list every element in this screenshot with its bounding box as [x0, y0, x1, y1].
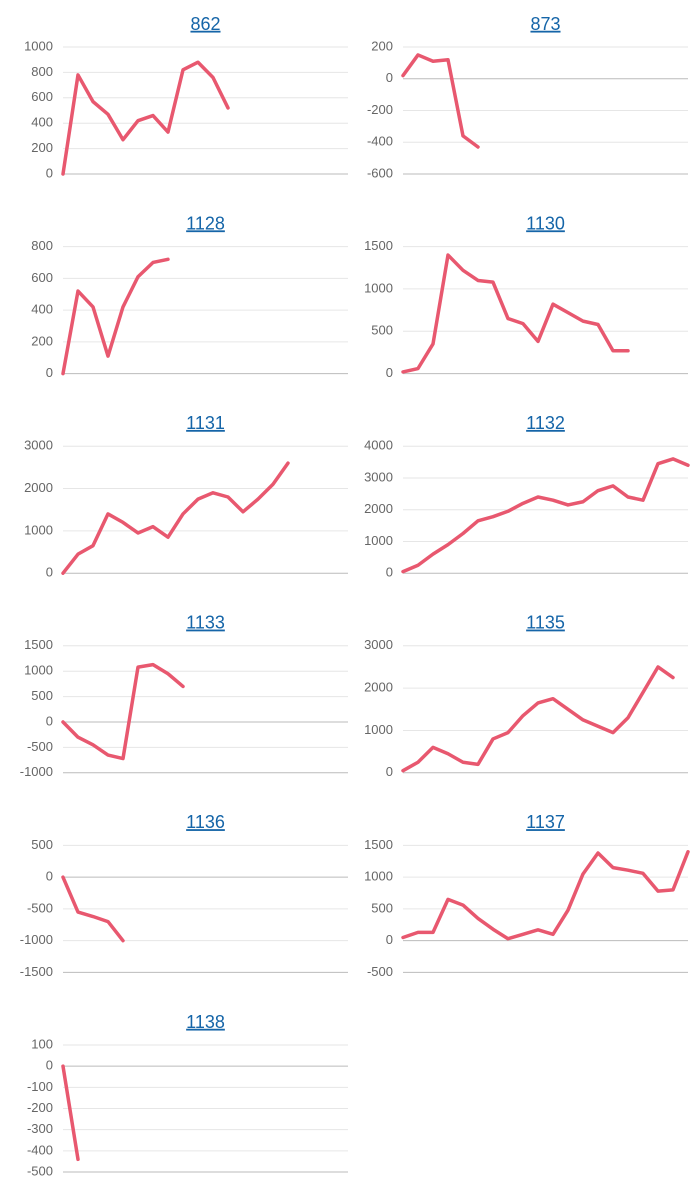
y-tick-label: 0	[46, 869, 53, 884]
y-tick-label: 1000	[24, 38, 53, 53]
y-tick-label: 0	[46, 365, 53, 380]
y-tick-label: 400	[31, 115, 53, 130]
y-tick-label: -600	[367, 165, 393, 180]
y-tick-label: -100	[27, 1079, 53, 1094]
y-tick-label: 3000	[24, 438, 53, 453]
y-tick-label: -500	[27, 1163, 53, 1178]
y-tick-label: 1000	[364, 280, 393, 295]
data-line	[61, 1064, 80, 1162]
y-tick-label: -200	[367, 102, 393, 117]
y-tick-label: 1000	[24, 522, 53, 537]
chart-title[interactable]: 1132	[526, 413, 565, 433]
chart-title[interactable]: 1130	[526, 213, 565, 233]
data-line	[61, 875, 125, 943]
y-tick-label: 0	[46, 165, 53, 180]
chart-title[interactable]: 862	[190, 14, 220, 34]
y-tick-label: 1500	[364, 837, 393, 852]
chart-title[interactable]: 1131	[186, 413, 225, 433]
y-tick-label: 0	[386, 70, 393, 85]
y-tick-label: 1000	[364, 722, 393, 737]
data-line	[61, 461, 290, 575]
y-tick-label: 1000	[364, 869, 393, 884]
chart-title[interactable]: 873	[530, 14, 560, 34]
y-tick-label: 0	[386, 565, 393, 580]
y-tick-label: 2000	[364, 680, 393, 695]
y-tick-label: -200	[27, 1100, 53, 1115]
y-tick-label: 100	[31, 1036, 53, 1051]
y-tick-label: 200	[31, 333, 53, 348]
y-tick-label: 800	[31, 238, 53, 253]
chart-title[interactable]: 1128	[186, 213, 225, 233]
y-tick-label: 2000	[24, 480, 53, 495]
y-tick-label: 500	[371, 323, 393, 338]
y-tick-label: 1000	[364, 533, 393, 548]
y-tick-label: 0	[46, 565, 53, 580]
data-line	[61, 60, 230, 176]
y-tick-label: 800	[31, 64, 53, 79]
y-tick-label: -1000	[20, 764, 53, 779]
y-tick-label: -1000	[20, 932, 53, 947]
y-tick-label: 500	[31, 688, 53, 703]
chart-title[interactable]: 1136	[186, 812, 225, 832]
y-tick-label: 1500	[24, 637, 53, 652]
y-tick-label: -1500	[20, 964, 53, 979]
data-line	[401, 850, 690, 941]
y-tick-label: 600	[31, 270, 53, 285]
y-tick-label: 500	[31, 837, 53, 852]
y-tick-label: -500	[27, 739, 53, 754]
chart-title[interactable]: 1135	[526, 613, 565, 633]
y-tick-label: 200	[371, 38, 393, 53]
y-tick-label: 2000	[364, 501, 393, 516]
data-line	[401, 53, 480, 149]
y-tick-label: 4000	[364, 438, 393, 453]
y-tick-label: -300	[27, 1121, 53, 1136]
y-tick-label: 1500	[364, 238, 393, 253]
chart-title[interactable]: 1138	[186, 1012, 225, 1032]
data-line	[61, 257, 170, 376]
chart-title[interactable]: 1133	[186, 613, 225, 633]
data-line	[401, 253, 630, 374]
y-tick-label: -400	[27, 1142, 53, 1157]
y-tick-label: 0	[46, 1058, 53, 1073]
y-tick-label: 0	[46, 713, 53, 728]
y-tick-label: 1000	[24, 663, 53, 678]
y-tick-label: -500	[367, 964, 393, 979]
data-line	[61, 662, 185, 761]
y-tick-label: 0	[386, 365, 393, 380]
y-tick-label: -400	[367, 134, 393, 149]
y-tick-label: 3000	[364, 637, 393, 652]
data-line	[401, 665, 675, 773]
y-tick-label: 400	[31, 302, 53, 317]
chart-title[interactable]: 1137	[526, 812, 565, 832]
y-tick-label: 0	[386, 932, 393, 947]
y-tick-label: 200	[31, 140, 53, 155]
y-tick-label: 500	[371, 900, 393, 915]
y-tick-label: 3000	[364, 469, 393, 484]
y-tick-label: 0	[386, 764, 393, 779]
data-line	[401, 457, 690, 574]
y-tick-label: -500	[27, 900, 53, 915]
y-tick-label: 600	[31, 89, 53, 104]
